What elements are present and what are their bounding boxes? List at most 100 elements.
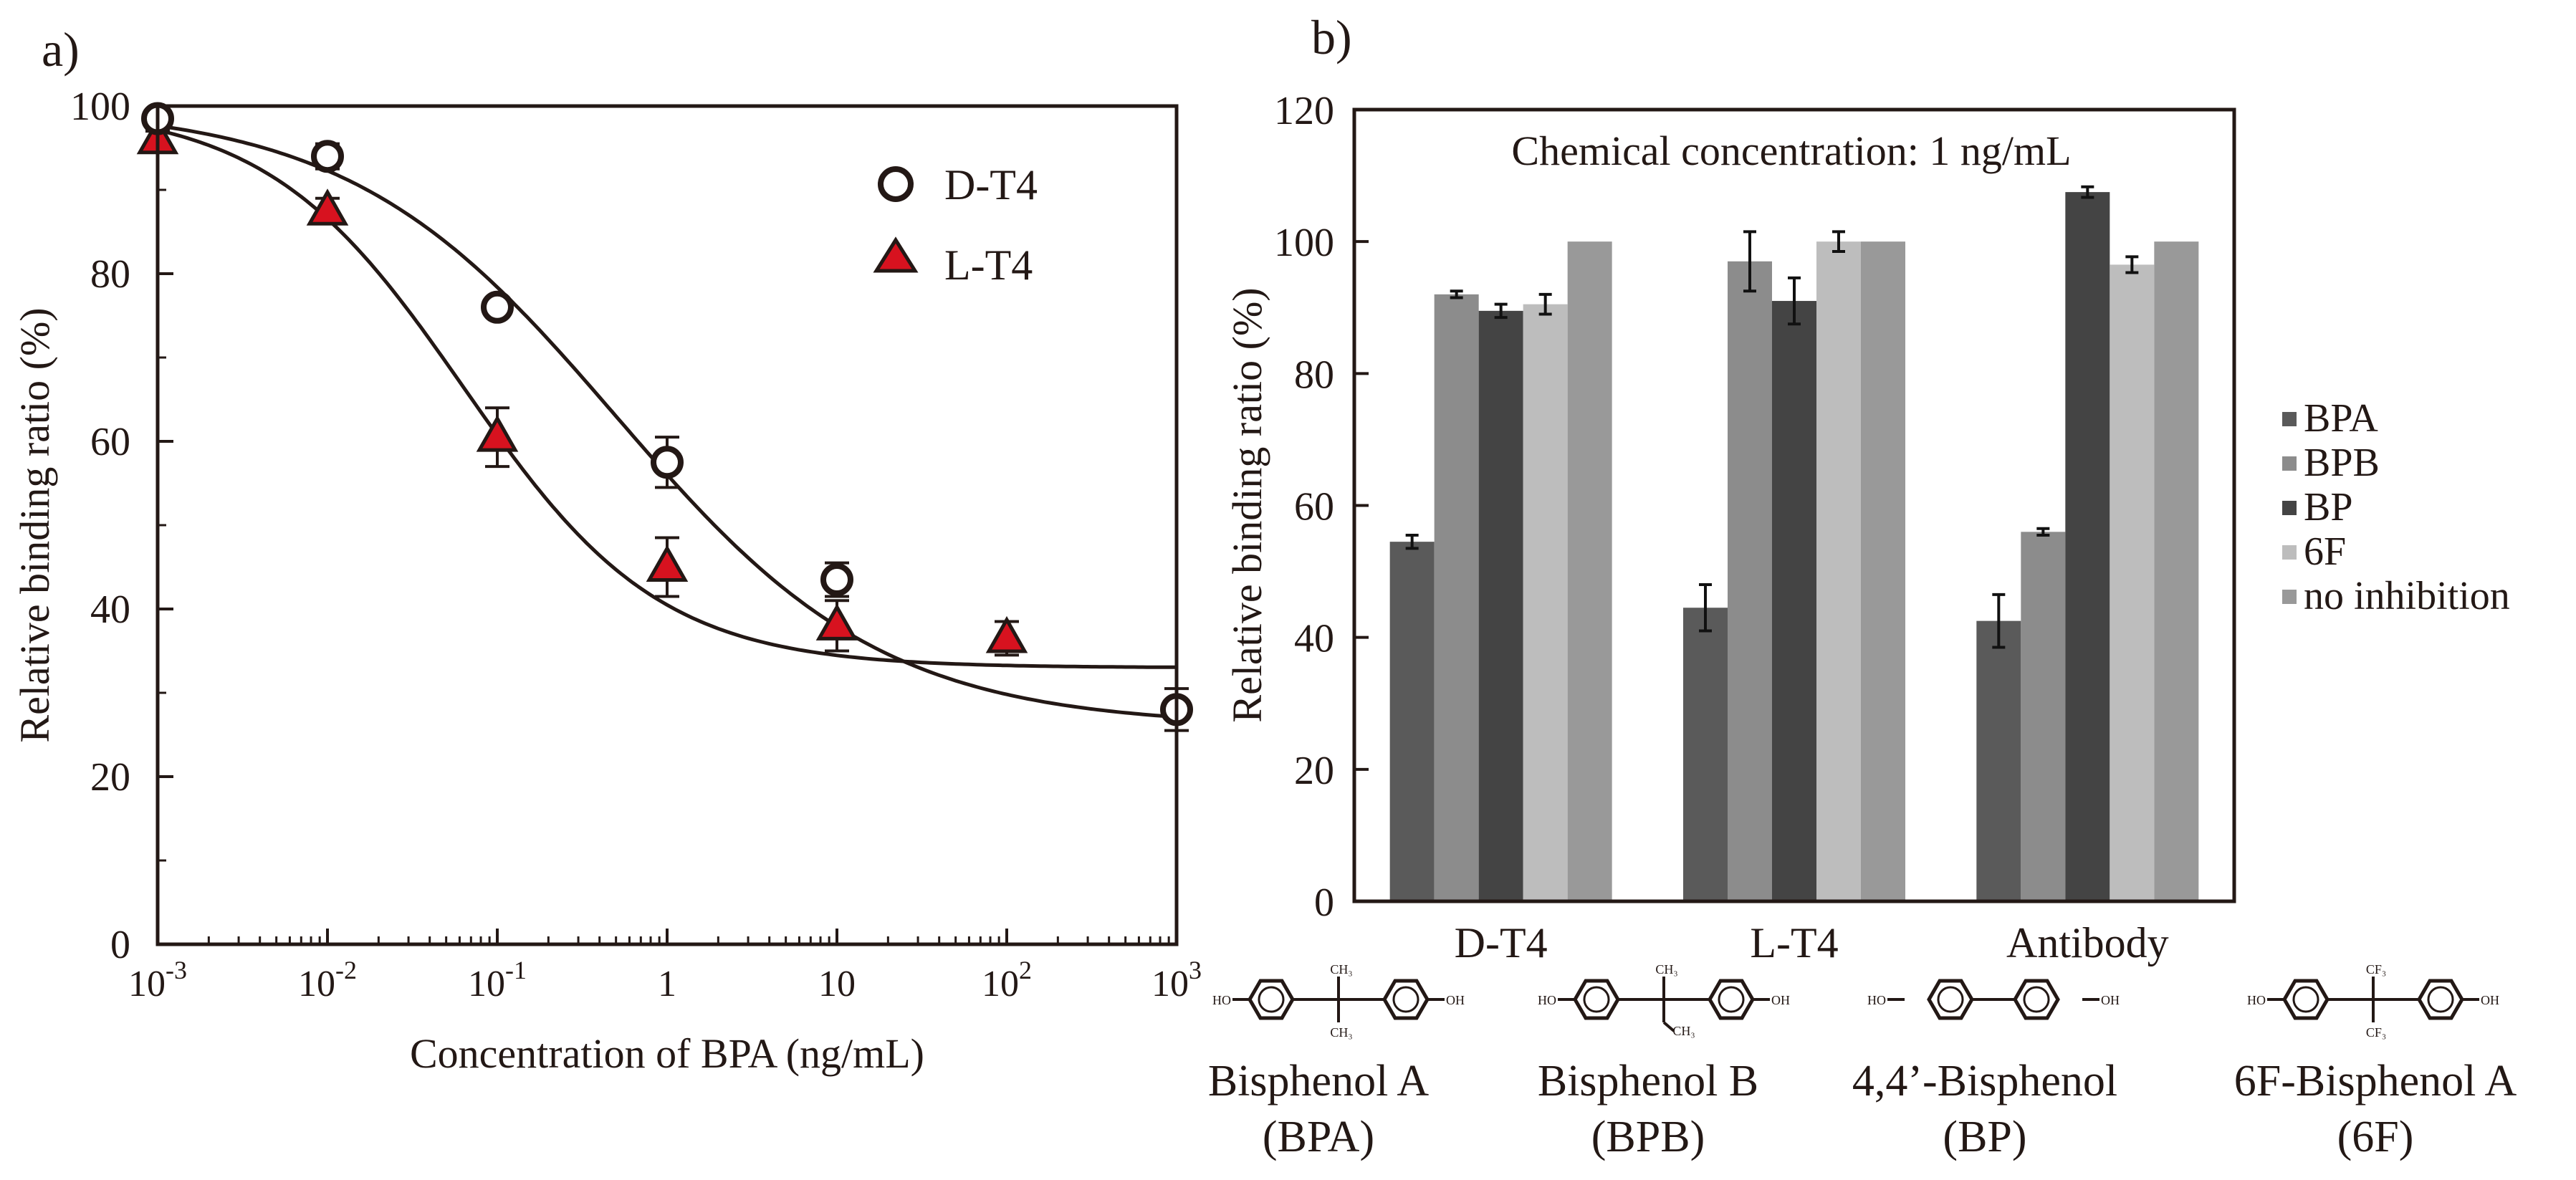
y-tick-label: 80: [90, 252, 130, 297]
aromatic-circle: [1258, 986, 1285, 1013]
bar-no-inhibition: [1861, 241, 1905, 902]
x-tick-label: 10-1: [468, 956, 527, 1004]
hydroxyl-label: OH: [2481, 993, 2499, 1007]
substituent-label: CF₃: [2366, 1025, 2386, 1040]
panel-b-plot-frame: [1352, 107, 2236, 903]
substituent-label: CF₃: [2366, 962, 2386, 977]
point-d-t4: [481, 290, 514, 324]
bar-bpb: [2021, 532, 2066, 901]
substituent-label: CH₃: [1655, 962, 1677, 977]
y-tick-label: 40: [90, 587, 130, 632]
bar-bpb: [1434, 294, 1479, 901]
y-tick-label: 0: [1314, 881, 1334, 925]
panel-a-x-axis-label: Concentration of BPA (ng/mL): [410, 1030, 924, 1077]
bar-bpa: [1683, 608, 1728, 901]
y-tick-label: 0: [110, 923, 130, 967]
substituent-label: CH₃: [1672, 1024, 1695, 1038]
x-category-label: Antibody: [2006, 919, 2169, 966]
benzene-ring: [1248, 979, 1295, 1020]
point-l-t4: [476, 415, 519, 452]
chem-name: 6F-Bisphenol A: [2233, 1057, 2517, 1105]
hydroxyl-label: OH: [1771, 993, 1790, 1007]
x-tick-label: 10-3: [128, 956, 187, 1004]
bar-6f: [2110, 264, 2155, 901]
hydroxyl-label: OH: [2101, 993, 2120, 1007]
bar-no-inhibition: [1567, 241, 1612, 902]
point-d-t4: [651, 446, 684, 479]
panel-a-fit-curves: [157, 124, 1177, 719]
legend-label: BPA: [2304, 396, 2378, 441]
x-tick-base: 10: [1151, 964, 1189, 1004]
benzene-ring: [1573, 979, 1620, 1020]
panel-a-legend: D-T4 L-T4: [873, 161, 1038, 289]
panel-a-label: a): [42, 22, 80, 77]
bond: [1662, 1021, 1675, 1032]
bar-6f: [1816, 241, 1861, 902]
legend-swatch-bpb: [2282, 456, 2297, 471]
legend-swatch-no-inhibition: [2282, 590, 2297, 604]
chem-name: 4,4’-Bisphenol: [1852, 1057, 2118, 1105]
bar-bpa: [1389, 542, 1435, 901]
legend-marker-l-t4: [873, 236, 919, 273]
panel-b-y-axis-label: Relative binding ratio (%): [1224, 287, 1270, 722]
panel-b-annotation: Chemical concentration: 1 ng/mL: [1511, 128, 2071, 174]
y-tick-label: 80: [1294, 352, 1334, 397]
hydroxyl-label: HO: [1538, 993, 1556, 1007]
legend-marker-d-t4: [878, 166, 914, 202]
x-tick-label: 10: [818, 964, 856, 1004]
aromatic-circle: [1583, 986, 1610, 1013]
y-tick-label: 60: [1294, 485, 1334, 529]
bar-6f: [1523, 304, 1568, 901]
bar-bp: [2065, 192, 2110, 902]
hydroxyl-label: HO: [1867, 993, 1886, 1007]
aromatic-circle: [1937, 986, 1964, 1013]
x-category-label: D-T4: [1455, 919, 1548, 966]
x-tick-label: 103: [1151, 956, 1202, 1004]
panel-a-y-axis-label: Relative binding ratio (%): [11, 307, 58, 742]
legend-label-l-t4: L-T4: [944, 241, 1033, 289]
substituent-label: CH₃: [1330, 1025, 1352, 1040]
x-tick-label: 1: [658, 964, 676, 1004]
panel-b-ticks: 0 20 40 60 80 100 120 D-T4 L-T4 Antibody: [1274, 89, 2169, 966]
x-tick-base: 10: [298, 964, 335, 1004]
aromatic-circle: [1718, 986, 1745, 1013]
legend-swatch-bpa: [2282, 412, 2297, 426]
y-tick-label: 40: [1294, 617, 1334, 661]
chem-name: Bisphenol A: [1207, 1057, 1430, 1105]
legend-label-d-t4: D-T4: [944, 161, 1038, 208]
aromatic-circle: [1392, 986, 1419, 1013]
molecule-structure: HO CF₃ CF₃ OH: [2247, 962, 2499, 1040]
legend-label: BPB: [2304, 441, 2380, 485]
point-d-t4: [820, 563, 853, 597]
x-tick-label: 102: [982, 956, 1032, 1004]
chem-label-bpa: Bisphenol A (BPA): [1168, 1053, 1469, 1165]
y-tick-label: 20: [1294, 749, 1334, 793]
hydroxyl-label: OH: [1446, 993, 1465, 1007]
legend-swatch-bp: [2282, 501, 2297, 515]
point-l-t4: [985, 615, 1028, 653]
benzene-ring: [2282, 979, 2330, 1020]
aromatic-circle: [2292, 986, 2319, 1013]
panel-b-bars: [1389, 185, 2199, 902]
chem-label-bp: 4,4’-Bisphenol (BP): [1834, 1053, 2135, 1165]
point-l-t4: [306, 188, 349, 226]
bar-bp: [1478, 310, 1523, 902]
chem-abbr: (BP): [1943, 1113, 2027, 1161]
x-tick-exponent: -2: [335, 956, 357, 984]
panel-b-label: b): [1311, 10, 1352, 64]
legend-label: BP: [2304, 485, 2353, 529]
x-tick-base: 10: [128, 964, 166, 1004]
chem-label-bpb: Bisphenol B (BPB): [1498, 1053, 1799, 1165]
chem-abbr: (6F): [2337, 1113, 2414, 1161]
x-tick-exponent: -1: [505, 956, 527, 984]
chem-abbr: (BPA): [1262, 1113, 1375, 1161]
benzene-ring: [1927, 979, 1974, 1020]
aromatic-circle: [2023, 986, 2050, 1013]
panel-a-plot-frame: [155, 104, 1179, 946]
aromatic-circle: [2427, 986, 2454, 1013]
fit-curve-d-t4: [157, 124, 1177, 719]
bar-no-inhibition: [2154, 241, 2199, 902]
